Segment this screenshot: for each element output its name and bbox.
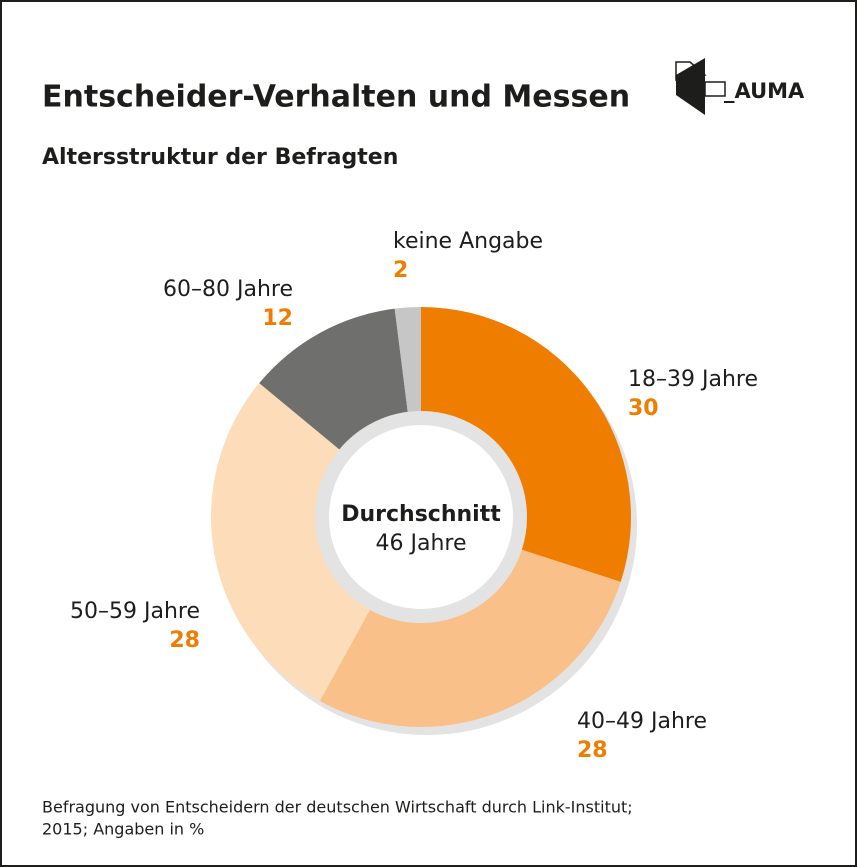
donut-segment (394, 307, 421, 426)
value-label: 28 (169, 628, 200, 653)
hole (329, 425, 513, 609)
footnote: 2015; Angaben in % (42, 820, 204, 839)
value-label: 28 (577, 738, 608, 763)
logo-shape (704, 81, 726, 97)
chart-subtitle: Altersstruktur der Befragten (42, 145, 398, 170)
chart-title: Entscheider-Verhalten und Messen (42, 80, 630, 115)
logo-text: _AUMA (724, 79, 805, 103)
value-label: 30 (628, 396, 659, 421)
logo: _AUMA (675, 58, 805, 115)
logo-shape (675, 61, 707, 81)
category-label: 40–49 Jahre (577, 709, 707, 734)
center-label: Durchschnitt (341, 502, 501, 527)
category-label: 18–39 Jahre (628, 367, 758, 392)
footnote: Befragung von Entscheidern der deutschen… (42, 798, 633, 817)
donut-segment (421, 307, 631, 582)
donut-segment (319, 545, 621, 727)
value-label: 2 (393, 258, 408, 283)
donut-segment (259, 308, 410, 459)
category-label: 60–80 Jahre (163, 277, 293, 302)
logo-shape (676, 58, 705, 115)
center-label: 46 Jahre (376, 531, 467, 556)
category-label: keine Angabe (393, 229, 543, 254)
category-label: 50–59 Jahre (70, 599, 200, 624)
value-label: 12 (262, 306, 293, 331)
